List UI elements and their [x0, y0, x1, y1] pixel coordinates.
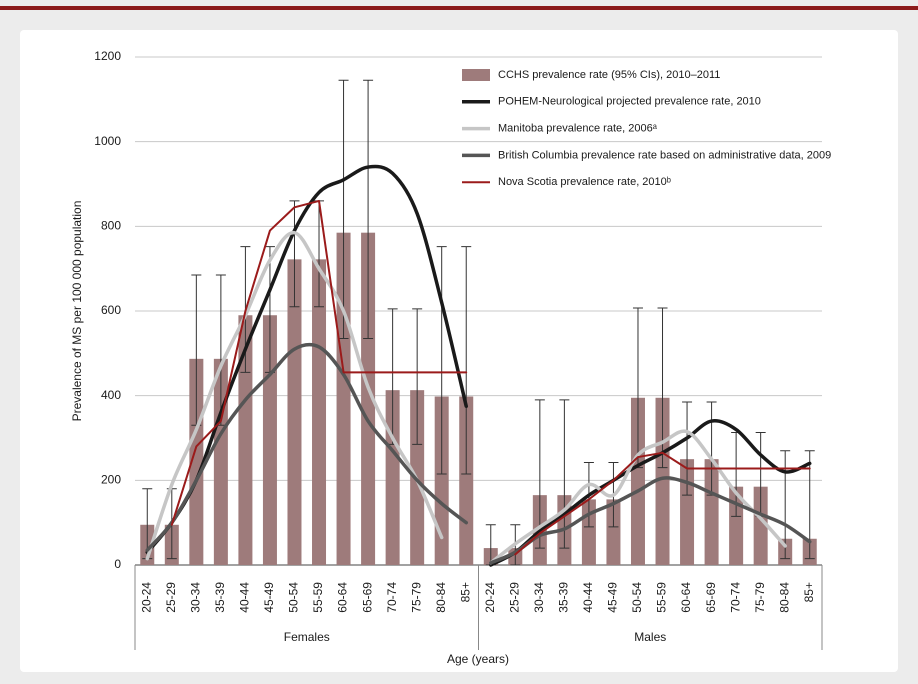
- x-tick-label: 65-69: [360, 582, 374, 613]
- x-tick-label: 25-29: [507, 582, 521, 613]
- x-tick-label: 85+: [802, 582, 816, 602]
- x-tick-label: 65-69: [704, 582, 718, 613]
- line: [514, 451, 811, 556]
- x-tick-label: 20-24: [483, 582, 497, 613]
- x-tick-label: 20-24: [139, 582, 153, 613]
- y-tick-label: 200: [101, 473, 121, 487]
- x-tick-label: 50-54: [630, 582, 644, 613]
- bar: [680, 459, 695, 565]
- x-tick-label: 45-49: [606, 582, 620, 613]
- error-bar: [412, 308, 423, 445]
- x-tick-label: 60-64: [336, 582, 350, 613]
- bar: [312, 259, 327, 565]
- y-tick-label: 600: [101, 303, 121, 317]
- x-axis-label: Age (years): [447, 652, 509, 666]
- legend-label: POHEM-Neurological projected prevalence …: [498, 96, 761, 108]
- line: [489, 429, 787, 565]
- line: [145, 230, 444, 561]
- x-tick-label: 55-59: [311, 582, 325, 613]
- bar: [459, 396, 474, 565]
- line: [489, 476, 812, 565]
- error-bar: [289, 200, 300, 308]
- x-tick-label: 85+: [458, 582, 472, 602]
- bar: [238, 315, 253, 565]
- error-bar: [338, 79, 349, 340]
- line: [170, 199, 468, 526]
- top-rule: [0, 6, 918, 10]
- y-axis-label: Prevalence of MS per 100 000 population: [70, 201, 84, 422]
- x-tick-label: 40-44: [581, 582, 595, 613]
- bar: [630, 397, 645, 565]
- bar: [704, 459, 719, 565]
- error-bar: [436, 246, 447, 475]
- legend-label: CCHS prevalence rate (95% CIs), 2010–201…: [498, 69, 720, 81]
- x-tick-label: 25-29: [164, 582, 178, 613]
- bar: [434, 396, 449, 565]
- bar: [189, 358, 204, 565]
- x-tick-label: 35-39: [213, 582, 227, 613]
- group-label: Males: [634, 630, 666, 644]
- error-bar: [461, 246, 472, 475]
- line: [489, 419, 812, 567]
- legend-swatch: [462, 69, 490, 81]
- x-tick-label: 30-34: [189, 582, 203, 613]
- panel: [20, 30, 898, 672]
- legend-label: Nova Scotia prevalence rate, 2010ᵇ: [498, 176, 671, 188]
- x-tick-label: 60-64: [679, 582, 693, 613]
- legend-label: Manitoba prevalence rate, 2006ᵃ: [498, 123, 658, 135]
- x-tick-label: 50-54: [287, 582, 301, 613]
- error-bar: [559, 399, 570, 549]
- bar: [753, 486, 768, 565]
- x-tick-label: 70-74: [385, 582, 399, 613]
- x-tick-label: 45-49: [262, 582, 276, 613]
- bar: [287, 259, 302, 565]
- error-bar: [682, 401, 693, 496]
- x-tick-label: 80-84: [434, 582, 448, 613]
- error-bar: [363, 79, 374, 340]
- x-tick-label: 35-39: [557, 582, 571, 613]
- bar: [606, 499, 621, 565]
- group-label: Females: [284, 630, 330, 644]
- x-tick-label: 70-74: [728, 582, 742, 613]
- y-tick-label: 0: [114, 557, 121, 571]
- y-tick-label: 400: [101, 388, 121, 402]
- bar: [361, 232, 376, 565]
- y-tick-label: 1000: [94, 134, 121, 148]
- x-tick-label: 80-84: [777, 582, 791, 613]
- x-tick-label: 40-44: [238, 582, 252, 613]
- x-tick-label: 75-79: [753, 582, 767, 613]
- y-tick-label: 800: [101, 219, 121, 233]
- bar: [213, 358, 228, 565]
- line: [145, 342, 468, 552]
- legend-label: British Columbia prevalence rate based o…: [498, 149, 831, 161]
- y-tick-label: 1200: [94, 49, 121, 63]
- error-bar: [534, 399, 545, 549]
- x-tick-label: 30-34: [532, 582, 546, 613]
- x-tick-label: 55-59: [655, 582, 669, 613]
- x-tick-label: 75-79: [409, 582, 423, 613]
